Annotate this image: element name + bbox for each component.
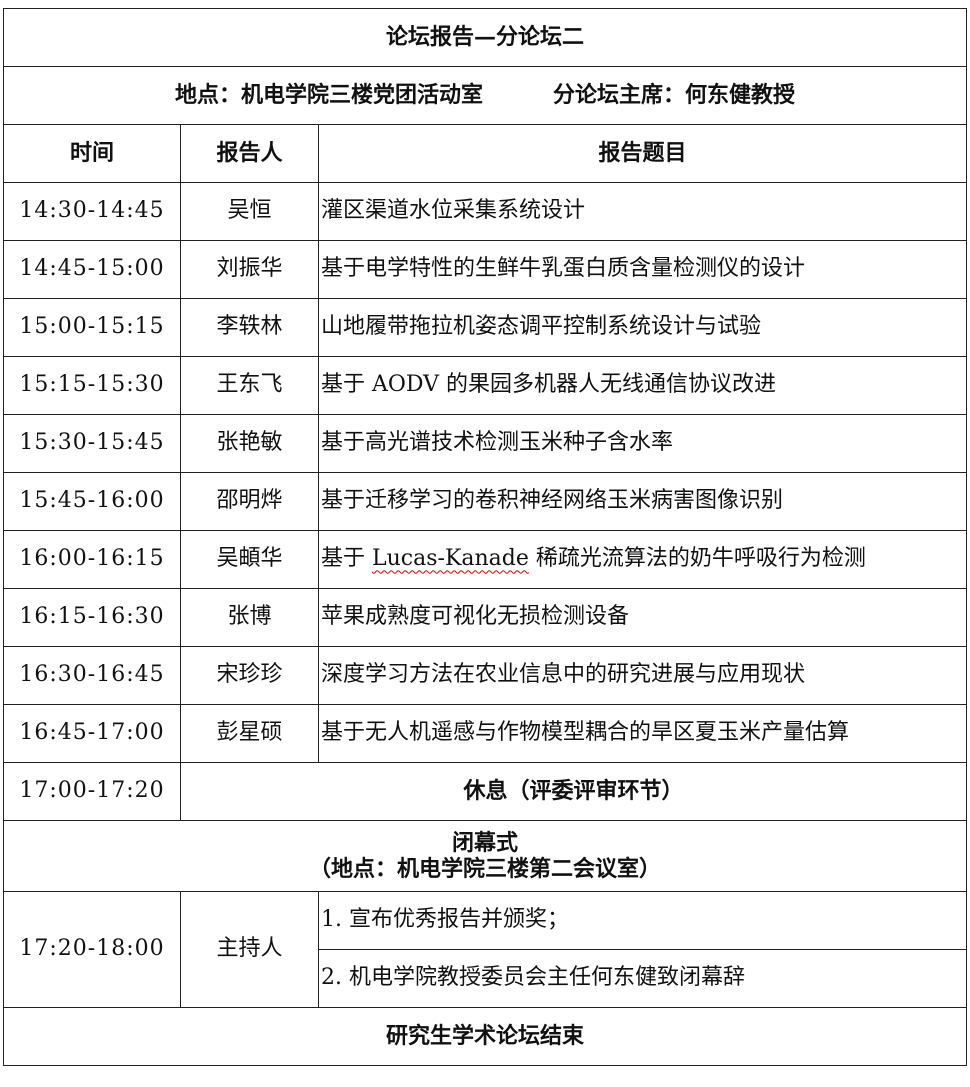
closing-header: 闭幕式 （地点：机电学院三楼第二会议室）: [3, 820, 967, 892]
closing-time: 17:20-18:00: [3, 891, 181, 1008]
speaker: 刘振华: [180, 240, 319, 299]
table-row: 16:45-17:00 彭星硕 基于无人机遥感与作物模型耦合的旱区夏玉米产量估算: [3, 704, 967, 763]
header-row: 时间 报告人 报告题目: [3, 124, 967, 183]
closing-row: 17:20-18:00 主持人 1. 宣布优秀报告并颁奖；: [3, 891, 967, 1008]
table-row: 14:30-14:45 吴恒 灌区渠道水位采集系统设计: [3, 182, 967, 241]
table-row: 16:00-16:15 吴頔华 基于 Lucas-Kanade 稀疏光流算法的奶牛呼…: [3, 530, 967, 589]
speaker: 吴頔华: [180, 530, 319, 589]
closing-host: 主持人: [180, 891, 319, 1008]
table-row: 16:30-16:45 宋珍珍 深度学习方法在农业信息中的研究进展与应用现状: [3, 646, 967, 705]
forum-schedule-table: 论坛报告—分论坛二 地点：机电学院三楼党团活动室 分论坛主席：何东健教授 时间 报…: [3, 8, 967, 1066]
break-row: 17:00-17:20 休息（评委评审环节）: [3, 762, 967, 821]
header-speaker: 报告人: [180, 124, 319, 183]
table-row: 15:00-15:15 李轶林 山地履带拖拉机姿态调平控制系统设计与试验: [3, 298, 967, 357]
speaker: 宋珍珍: [180, 646, 319, 705]
speaker: 张博: [180, 588, 319, 647]
table-row: 15:45-16:00 邵明烨 基于迁移学习的卷积神经网络玉米病害图像识别: [3, 472, 967, 531]
chair: 分论坛主席：何东健教授: [553, 82, 796, 109]
closing-location: （地点：机电学院三楼第二会议室）: [308, 856, 661, 882]
time: 14:45-15:00: [3, 240, 181, 299]
topic: 基于电学特性的生鲜牛乳蛋白质含量检测仪的设计: [318, 240, 967, 299]
topic: 灌区渠道水位采集系统设计: [318, 182, 967, 241]
speaker: 王东飞: [180, 356, 319, 415]
topic: 基于无人机遥感与作物模型耦合的旱区夏玉米产量估算: [318, 704, 967, 763]
time: 15:00-15:15: [3, 298, 181, 357]
topic: 基于 AODV 的果园多机器人无线通信协议改进: [318, 356, 967, 415]
speaker: 李轶林: [180, 298, 319, 357]
closing-title: 闭幕式: [451, 829, 518, 856]
speaker: 张艳敏: [180, 414, 319, 473]
time: 15:30-15:45: [3, 414, 181, 473]
topic: 苹果成熟度可视化无损检测设备: [318, 588, 967, 647]
table-title: 论坛报告—分论坛二: [3, 8, 967, 67]
location-chair-row: 地点：机电学院三楼党团活动室 分论坛主席：何东健教授: [3, 66, 967, 125]
time: 16:00-16:15: [3, 530, 181, 589]
table-row: 16:15-16:30 张博 苹果成熟度可视化无损检测设备: [3, 588, 967, 647]
speaker: 吴恒: [180, 182, 319, 241]
break-time: 17:00-17:20: [3, 762, 181, 821]
break-label: 休息（评委评审环节）: [180, 762, 967, 821]
header-time: 时间: [3, 124, 181, 183]
table-row: 14:45-15:00 刘振华 基于电学特性的生鲜牛乳蛋白质含量检测仪的设计: [3, 240, 967, 299]
topic: 基于迁移学习的卷积神经网络玉米病害图像识别: [318, 472, 967, 531]
spellcheck-flagged-word: Lucas-Kanade: [372, 546, 529, 572]
location: 地点：机电学院三楼党团活动室: [174, 82, 483, 109]
closing-item: 2. 机电学院教授委员会主任何东健致闭幕辞: [318, 949, 967, 1008]
closing-item: 1. 宣布优秀报告并颁奖；: [318, 891, 967, 950]
time: 15:45-16:00: [3, 472, 181, 531]
speaker: 邵明烨: [180, 472, 319, 531]
topic: 山地履带拖拉机姿态调平控制系统设计与试验: [318, 298, 967, 357]
time: 15:15-15:30: [3, 356, 181, 415]
table-row: 15:15-15:30 王东飞 基于 AODV 的果园多机器人无线通信协议改进: [3, 356, 967, 415]
topic: 基于 Lucas-Kanade 稀疏光流算法的奶牛呼吸行为检测: [318, 530, 967, 589]
header-topic: 报告题目: [318, 124, 967, 183]
time: 16:30-16:45: [3, 646, 181, 705]
table-row: 15:30-15:45 张艳敏 基于高光谱技术检测玉米种子含水率: [3, 414, 967, 473]
topic-pre: 基于: [321, 546, 372, 572]
speaker: 彭星硕: [180, 704, 319, 763]
time: 16:45-17:00: [3, 704, 181, 763]
topic: 深度学习方法在农业信息中的研究进展与应用现状: [318, 646, 967, 705]
time: 16:15-16:30: [3, 588, 181, 647]
topic-post: 稀疏光流算法的奶牛呼吸行为检测: [528, 546, 866, 572]
time: 14:30-14:45: [3, 182, 181, 241]
footer: 研究生学术论坛结束: [3, 1007, 967, 1066]
topic: 基于高光谱技术检测玉米种子含水率: [318, 414, 967, 473]
